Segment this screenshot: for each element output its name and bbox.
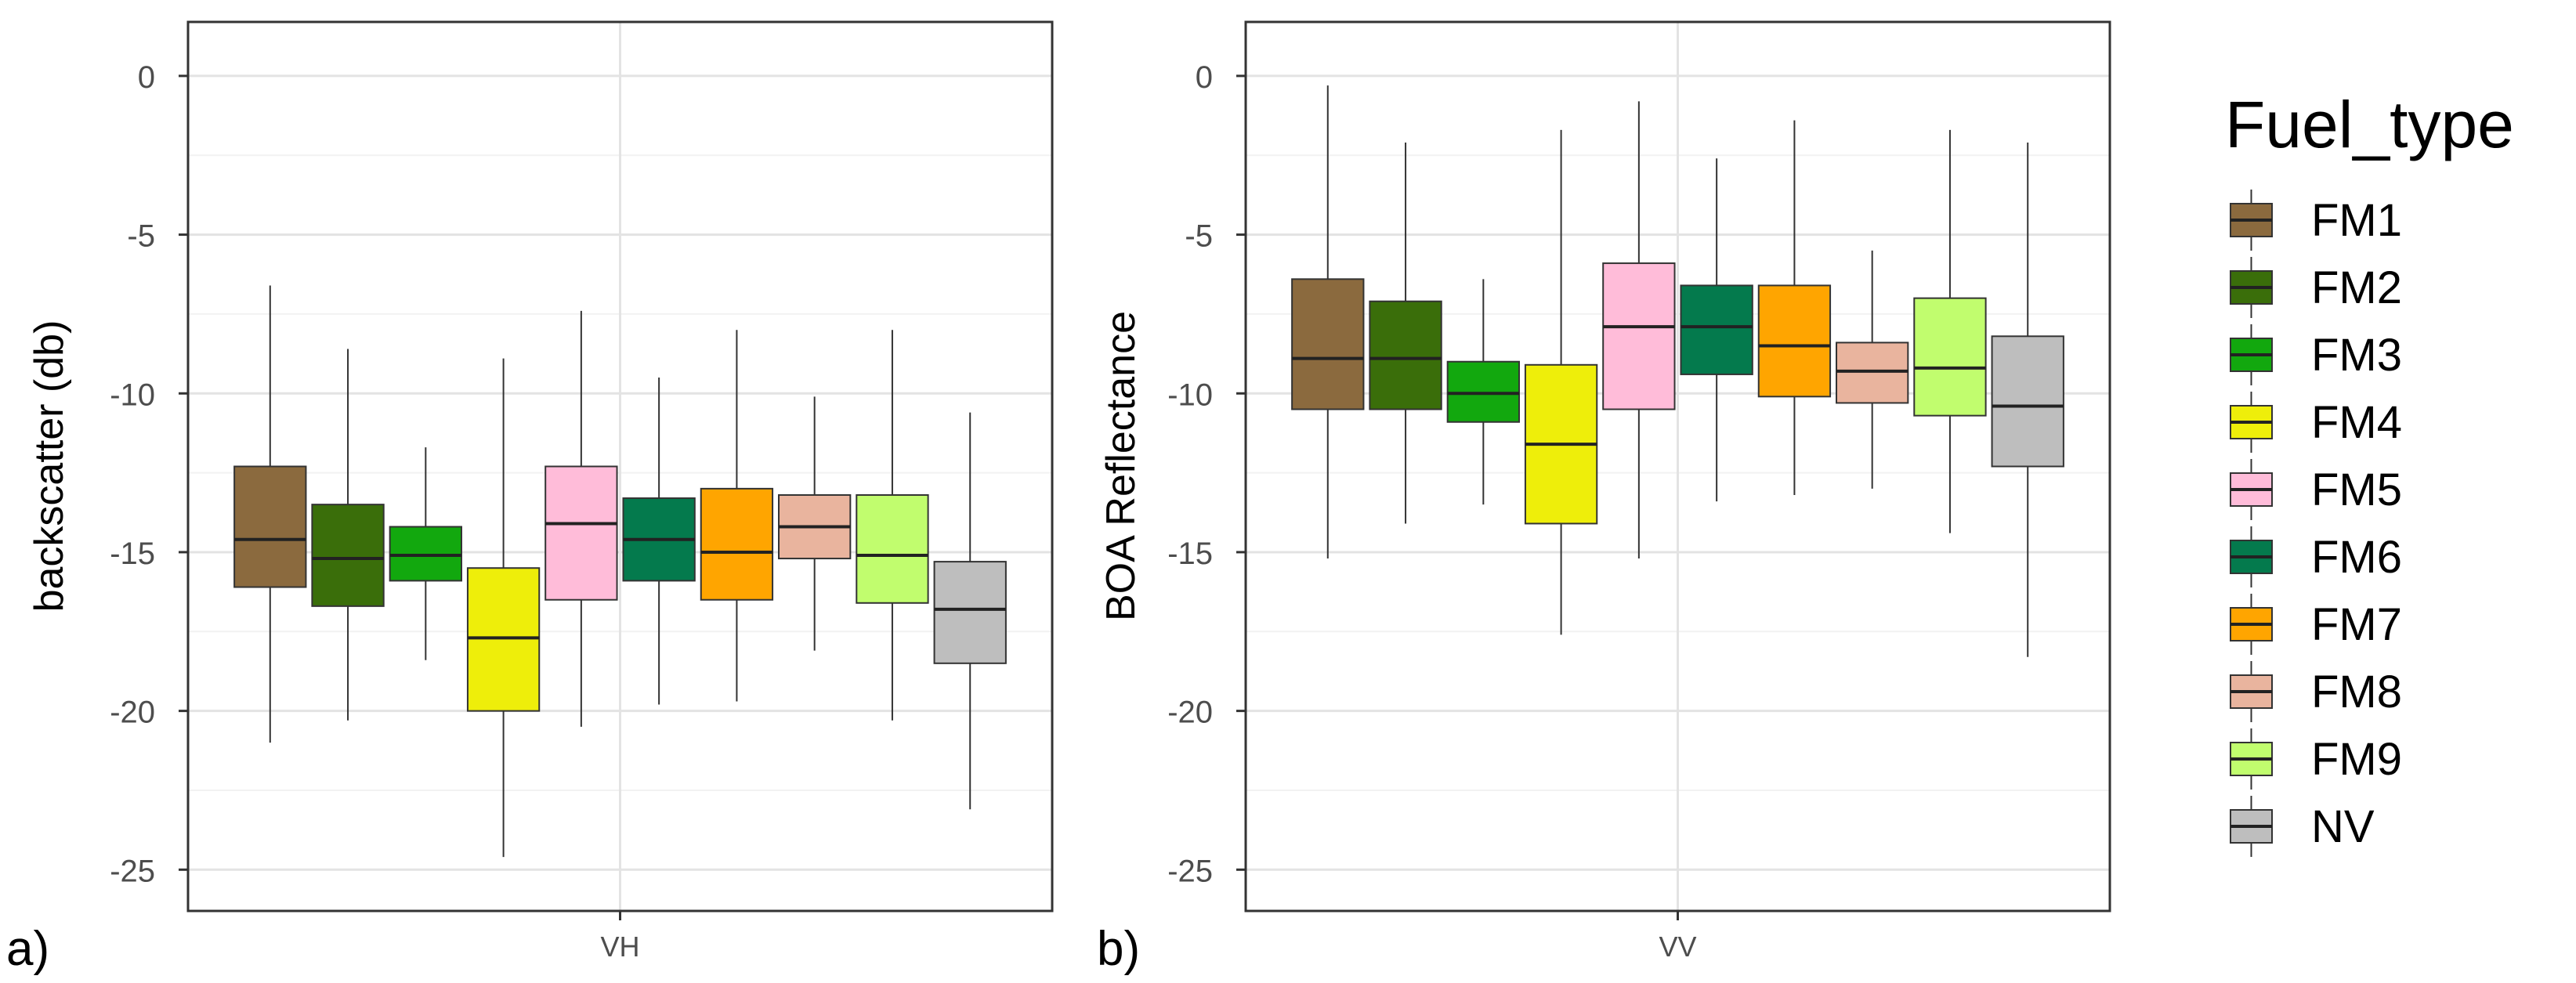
box-fm6	[1680, 158, 1753, 502]
legend-item-fm6: FM6	[2230, 526, 2402, 587]
y-tick-label: -25	[110, 854, 155, 888]
legend-item-fm7: FM7	[2230, 594, 2402, 655]
box-iqr	[466, 567, 541, 712]
legend-label: FM4	[2311, 397, 2402, 448]
box-iqr	[856, 493, 929, 604]
box-iqr	[1446, 360, 1520, 423]
legend-item-fm5: FM5	[2230, 459, 2402, 520]
y-tick-label: -15	[1167, 537, 1213, 571]
y-tick-label: -25	[1167, 854, 1213, 888]
box-fm5	[545, 310, 618, 727]
y-tick-label: -10	[110, 378, 155, 412]
box-fm3	[389, 447, 462, 660]
panel-a-vh: 0 -5 -10 -15 -20 -25 VH backscatter (db) a)	[6, 20, 1054, 976]
box-iqr	[933, 561, 1007, 664]
y-tick-label: -15	[110, 537, 155, 571]
box-iqr	[1369, 300, 1442, 410]
box-iqr	[1836, 342, 1909, 404]
box-iqr	[1291, 278, 1365, 410]
legend-label: FM7	[2311, 599, 2402, 650]
y-tick-label: -20	[1167, 696, 1213, 730]
legend-item-fm1: FM1	[2230, 190, 2402, 251]
box-iqr	[1602, 262, 1676, 410]
box-iqr	[389, 526, 462, 582]
x-tick-label: VV	[1659, 931, 1696, 963]
box-iqr	[1913, 297, 1987, 417]
y-axis-title: BOA Reflectance	[1098, 311, 1144, 621]
box-fm8	[1836, 250, 1909, 489]
legend-title: Fuel_type	[2225, 88, 2514, 161]
box-fm7	[700, 330, 774, 702]
x-tick-label: VH	[600, 931, 639, 963]
box-fm3	[1446, 279, 1520, 505]
legend-item-fm8: FM8	[2230, 661, 2402, 722]
panel-label: a)	[6, 922, 49, 976]
y-tick-label: 0	[138, 60, 155, 95]
box-iqr	[1680, 284, 1753, 375]
box-nv	[933, 412, 1007, 810]
y-tick-label: -5	[1185, 219, 1213, 254]
legend-label: FM1	[2311, 195, 2402, 246]
box-iqr	[545, 465, 618, 601]
box-fm2	[311, 349, 385, 721]
box-fm6	[622, 378, 696, 705]
box-fm9	[856, 330, 929, 721]
legend-item-fm4: FM4	[2230, 392, 2402, 453]
legend-item-fm2: FM2	[2230, 257, 2402, 318]
panel-b-vv: 0 -5 -10 -15 -20 -25 VV BOA Reflectance b)	[1097, 20, 2111, 976]
legend-label: NV	[2311, 801, 2375, 852]
legend-label: FM9	[2311, 734, 2402, 785]
box-fm2	[1369, 143, 1442, 524]
box-fm9	[1913, 129, 1987, 533]
box-iqr	[1757, 284, 1832, 398]
box-nv	[1991, 143, 2064, 657]
panel-label: b)	[1097, 922, 1140, 976]
y-tick-label: -10	[1167, 378, 1213, 412]
legend-label: FM2	[2311, 262, 2402, 313]
y-tick-label: 0	[1196, 60, 1213, 95]
legend-item-fm9: FM9	[2230, 728, 2402, 790]
box-fm1	[1291, 85, 1365, 559]
legend-label: FM3	[2311, 330, 2402, 381]
box-fm1	[233, 285, 307, 743]
legend: Fuel_type FM1 FM2 FM3 FM4 FM5 FM6 FM7 FM8 FM9 NV	[2225, 88, 2514, 857]
y-axis-title: backscatter (db)	[27, 320, 72, 613]
box-fm4	[1524, 129, 1598, 635]
box-iqr	[700, 487, 774, 601]
box-fm7	[1757, 120, 1832, 495]
legend-label: FM6	[2311, 532, 2402, 583]
box-fm5	[1602, 101, 1676, 559]
y-tick-label: -20	[110, 696, 155, 730]
box-fm4	[466, 358, 541, 858]
box-iqr	[233, 465, 307, 588]
y-tick-label: -5	[127, 219, 155, 254]
legend-label: FM8	[2311, 667, 2402, 717]
box-fm8	[778, 396, 852, 651]
legend-item-fm3: FM3	[2230, 324, 2402, 385]
legend-item-nv: NV	[2230, 796, 2375, 857]
box-iqr	[1991, 335, 2064, 468]
legend-label: FM5	[2311, 464, 2402, 515]
box-iqr	[311, 504, 385, 607]
